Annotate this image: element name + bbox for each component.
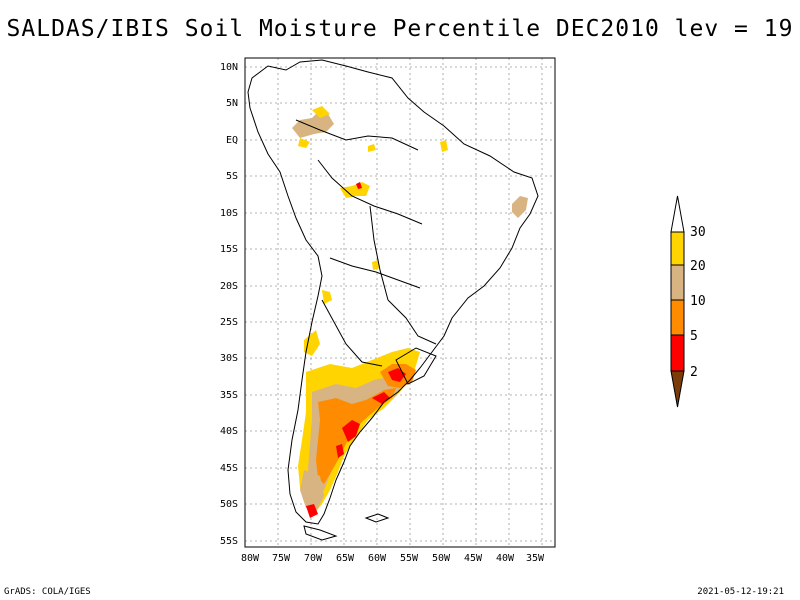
lon-label-35w: 35W: [526, 553, 545, 564]
latitude-labels: 10N 5N EQ 5S 10S 15S 20S 25S 30S 35S 40S…: [220, 62, 238, 547]
shade-patagonia-tan: [300, 470, 324, 512]
lat-label-10s: 10S: [220, 208, 238, 219]
shade-south-red-3: [336, 444, 344, 458]
legend-swatch-20-30: [670, 231, 685, 266]
shade-patch-east: [368, 144, 376, 152]
lon-label-75w: 75W: [272, 553, 291, 564]
legend-above-triangle: [670, 195, 685, 233]
lat-label-20s: 20S: [220, 281, 238, 292]
legend-label-5: 5: [690, 329, 698, 344]
shade-patch-amazon-red: [356, 182, 362, 189]
lat-label-5s: 5S: [226, 171, 238, 182]
border-4: [369, 205, 389, 301]
lon-label-55w: 55W: [400, 553, 419, 564]
lat-label-eq: EQ: [226, 135, 238, 146]
lon-label-70w: 70W: [304, 553, 323, 564]
lon-label-65w: 65W: [336, 553, 355, 564]
legend-label-20: 20: [690, 259, 706, 274]
legend-below-triangle: [670, 370, 685, 408]
lat-label-55s: 55S: [220, 536, 238, 547]
grads-credit: GrADS: COLA/IGES: [4, 587, 91, 597]
shade-patch-ne: [512, 196, 528, 218]
legend-label-10: 10: [690, 294, 706, 309]
shade-patagonia-red: [306, 504, 318, 518]
lat-label-45s: 45S: [220, 463, 238, 474]
lon-label-40w: 40W: [496, 553, 515, 564]
shade-patch-amazon: [340, 182, 370, 198]
lon-label-50w: 50W: [432, 553, 451, 564]
lat-label-10n: 10N: [220, 62, 238, 73]
legend-swatch-5-10: [670, 299, 685, 336]
tierra-del-fuego: [303, 525, 338, 541]
lon-label-45w: 45W: [464, 553, 483, 564]
shade-south-orange: [316, 388, 396, 484]
shade-south-red-1: [342, 420, 360, 442]
color-legend: 30 20 10 5 2: [670, 195, 706, 408]
border-3: [329, 257, 421, 289]
shade-patch-north-3: [298, 138, 310, 148]
map-title: SALDAS/IBIS Soil Moisture Percentile DEC…: [6, 16, 794, 42]
lat-label-40s: 40S: [220, 426, 238, 437]
lon-label-60w: 60W: [368, 553, 387, 564]
lat-label-35s: 35S: [220, 390, 238, 401]
gridlines: [245, 58, 555, 547]
border-6: [321, 299, 383, 367]
south-america-coast: [247, 59, 539, 525]
lat-label-5n: 5N: [226, 98, 238, 109]
coastline: [247, 59, 539, 541]
lat-label-25s: 25S: [220, 317, 238, 328]
lat-label-15s: 15S: [220, 244, 238, 255]
shade-patch-ne-2: [440, 140, 448, 152]
border-uruguay: [395, 347, 437, 385]
border-2: [317, 159, 423, 225]
border-1: [295, 119, 419, 151]
render-timestamp: 2021-05-12-19:21: [697, 587, 784, 597]
shade-patch-north-2: [312, 106, 330, 118]
lat-label-50s: 50S: [220, 499, 238, 510]
legend-swatch-10-20: [670, 264, 685, 301]
shade-patch-north: [292, 112, 334, 138]
moisture-shading: [292, 106, 528, 518]
longitude-labels: 80W 75W 70W 65W 60W 55W 50W 45W 40W 35W: [241, 553, 545, 564]
shade-patch-chile: [304, 330, 320, 356]
shade-patch-andes: [322, 290, 332, 304]
falklands: [364, 513, 390, 523]
legend-label-2: 2: [690, 365, 698, 380]
legend-label-30: 30: [690, 225, 706, 240]
lon-label-80w: 80W: [241, 553, 260, 564]
legend-swatch-2-5: [670, 334, 685, 372]
map-frame: [244, 57, 556, 548]
border-5: [387, 299, 437, 345]
lat-label-30s: 30S: [220, 353, 238, 364]
